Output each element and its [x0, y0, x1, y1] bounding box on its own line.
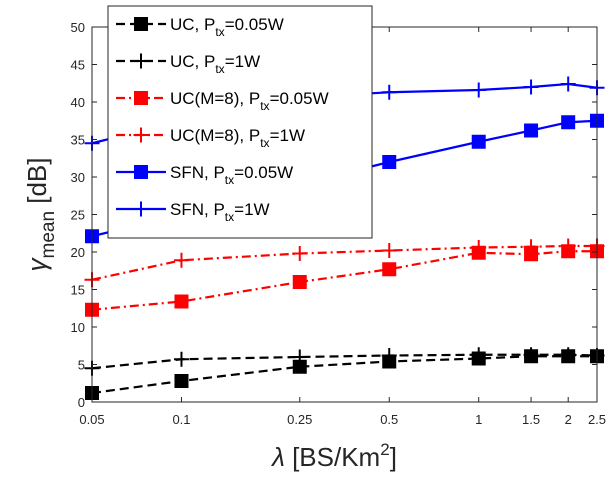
x-tick-label: 0.1	[172, 412, 190, 427]
series-4-point-7	[560, 238, 576, 254]
x-tick-label: 0.05	[79, 412, 104, 427]
y-tick-label: 10	[71, 320, 85, 335]
y-tick-label: 35	[71, 133, 85, 148]
x-tick-label: 2.5	[588, 412, 606, 427]
series-1-point-2	[174, 374, 189, 388]
y-tick-label: 0	[78, 395, 85, 410]
legend-label-tail: =0.05W	[270, 89, 329, 108]
series-2-point-2	[173, 351, 189, 367]
legend-item-5-label: SFN, Ptx=0.05W	[170, 163, 293, 187]
series-3-point-3	[292, 275, 307, 289]
x-axis-title-sup: 2	[380, 440, 389, 459]
legend-label-sub: tx	[225, 210, 234, 224]
series-1-line	[91, 355, 597, 395]
series-4-point-3	[292, 246, 308, 261]
series-4-point-4	[381, 243, 397, 258]
legend-label-sub: tx	[215, 25, 224, 39]
series-5-point-7	[561, 115, 576, 130]
series-layer	[84, 76, 605, 400]
y-tick-label: 15	[71, 283, 85, 298]
series-5-point-5	[471, 134, 486, 149]
series-3-point-4	[382, 262, 397, 277]
legend-item-5: SFN, Ptx=0.05W	[116, 163, 293, 187]
series-4-point-2	[173, 252, 189, 268]
x-tick-label: 1	[475, 412, 482, 427]
series-4-line	[91, 244, 597, 281]
legend-item-6: SFN, Ptx=1W	[116, 200, 270, 224]
legend-item-2: UC, Ptx=1W	[116, 52, 260, 76]
legend-label-main: SFN, P	[170, 200, 225, 219]
y-axis-title: γmean [dB]	[22, 157, 59, 271]
series-2-point-6	[523, 347, 539, 363]
legend-label-main: UC(M=8), P	[170, 89, 260, 108]
legend-label-main: SFN, P	[170, 163, 225, 182]
x-axis-title-close: ]	[390, 442, 397, 472]
legend-item-1-marker	[134, 17, 148, 31]
legend-item-1-label: UC, Ptx=0.05W	[170, 15, 284, 39]
y-tick-label: 50	[71, 20, 85, 35]
ticks-layer: 0.05 0.1 0.25 0.5 1 1.5 2 2.5 0 5 10 15 20 25 30 35 40 45…	[71, 20, 607, 427]
y-axis-title-text: [dB]	[22, 157, 52, 210]
legend-label-tail: =1W	[225, 52, 260, 71]
series-2-point-7	[560, 347, 576, 363]
series-5-point-4	[382, 155, 397, 169]
series-4-point-5	[471, 240, 487, 255]
y-tick-label: 40	[71, 95, 85, 110]
legend-item-3-label: UC(M=8), Ptx=0.05W	[170, 89, 329, 113]
legend-item-6-label: SFN, Ptx=1W	[170, 200, 270, 224]
legend-item-4-label: UC(M=8), Ptx=1W	[170, 126, 305, 150]
legend-item-2-label: UC, Ptx=1W	[170, 52, 260, 76]
legend-label-sub: tx	[225, 173, 234, 187]
series-6-point-7	[560, 76, 576, 92]
legend-label-main: UC, P	[170, 52, 215, 71]
x-tick-label: 1.5	[522, 412, 540, 427]
legend-label-tail: =1W	[270, 126, 305, 145]
series-5-point-6	[524, 123, 539, 138]
y-tick-label: 5	[78, 358, 85, 373]
legend-box	[107, 5, 373, 239]
y-tick-label: 45	[71, 58, 85, 73]
legend-item-4: UC(M=8), Ptx=1W	[116, 126, 305, 150]
legend-item-2-marker	[133, 53, 149, 69]
x-axis-title-text: [BS/Km	[285, 442, 380, 472]
series-4-point-6	[523, 239, 539, 255]
series-6-point-4	[381, 84, 397, 100]
series-3-line	[91, 250, 597, 311]
legend-label-tail: =1W	[234, 200, 269, 219]
x-axis-title: λ [BS/Km2]	[270, 440, 397, 472]
legend-label-sub: tx	[215, 62, 224, 76]
legend-label-main: UC, P	[170, 15, 215, 34]
legend-label-sub: tx	[260, 136, 269, 150]
series-2-point-4	[381, 348, 397, 363]
legend-item-3-marker	[134, 91, 148, 105]
x-axis-title-symbol: λ	[270, 442, 285, 472]
series-6-point-6	[523, 79, 539, 95]
y-axis-title-symbol: γ	[22, 257, 52, 272]
series-6-point-5	[471, 82, 487, 98]
legend-item-5-marker	[134, 165, 148, 179]
x-tick-label: 0.5	[380, 412, 398, 427]
y-axis-title-sub: mean	[38, 211, 59, 259]
series-2-point-5	[471, 347, 487, 363]
series-2-point-3	[292, 349, 308, 365]
legend-item-4-marker	[133, 127, 149, 143]
x-tick-label: 2	[565, 412, 572, 427]
series-2	[84, 347, 605, 376]
legend-label-tail: =0.05W	[225, 15, 284, 34]
y-tick-label: 20	[71, 245, 85, 260]
y-tick-label: 25	[71, 208, 85, 223]
legend-item-3: UC(M=8), Ptx=0.05W	[116, 89, 329, 113]
y-tick-label: 30	[71, 170, 85, 185]
legend-label-tail: =0.05W	[234, 163, 293, 182]
series-3-point-2	[174, 294, 189, 309]
x-tick-label: 0.25	[287, 412, 312, 427]
legend-label-main: UC(M=8), P	[170, 126, 260, 145]
legend-item-1: UC, Ptx=0.05W	[116, 15, 284, 39]
legend-item-6-marker	[133, 201, 149, 217]
legend-label-sub: tx	[260, 99, 269, 113]
